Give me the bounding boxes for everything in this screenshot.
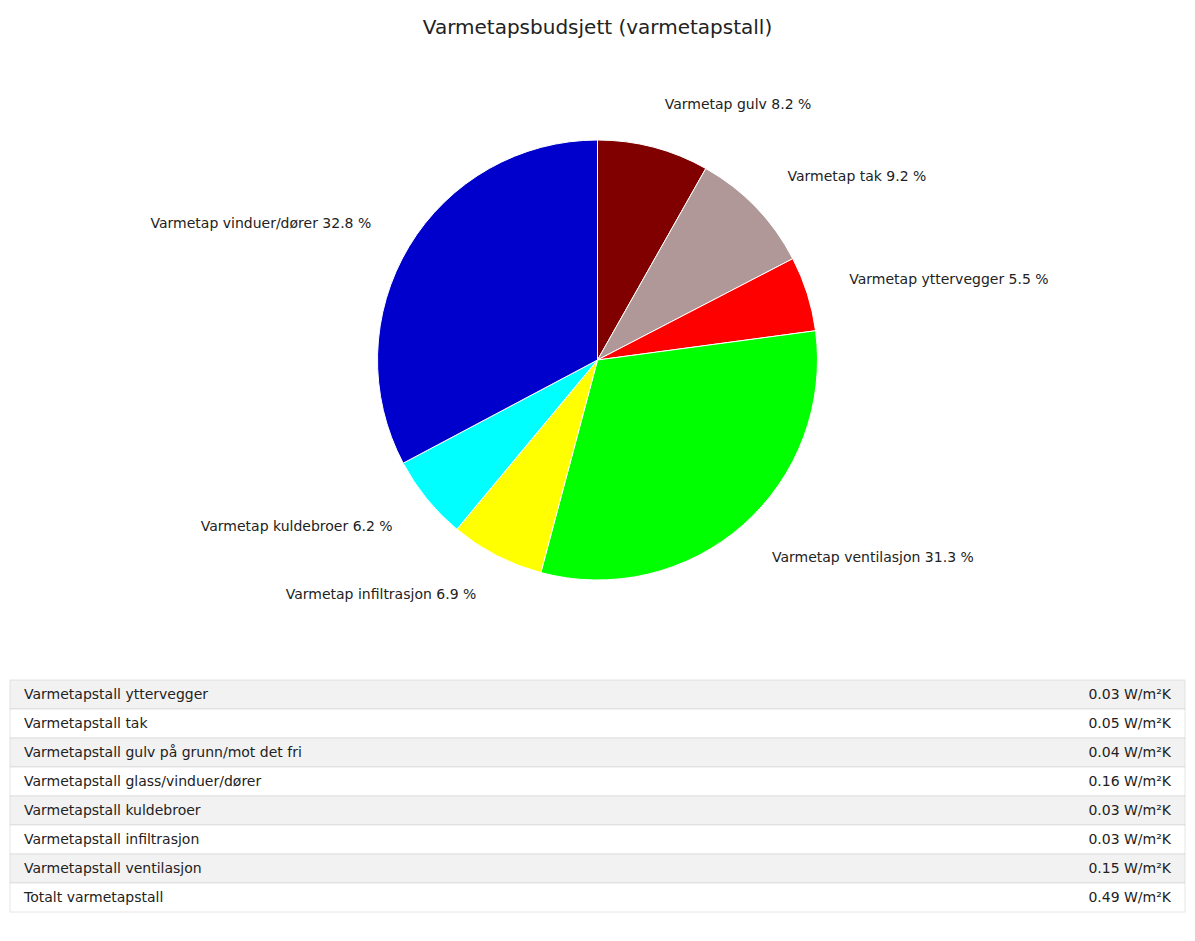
slice-label: Varmetap tak 9.2 % xyxy=(788,168,927,184)
table-row-bg xyxy=(10,680,1185,709)
table-value: 0.15 W/m²K xyxy=(1088,860,1171,876)
table-row-bg xyxy=(10,883,1185,912)
table-value: 0.04 W/m²K xyxy=(1088,744,1171,760)
table-value: 0.05 W/m²K xyxy=(1088,715,1171,731)
table-value: 0.03 W/m²K xyxy=(1088,831,1171,847)
table-label: Varmetapstall infiltrasjon xyxy=(24,831,199,847)
table-row: Varmetapstall infiltrasjon 0.03 W/m²K xyxy=(10,825,1185,854)
slice-label: Varmetap vinduer/dører 32.8 % xyxy=(150,215,371,231)
slice-label: Varmetap infiltrasjon 6.9 % xyxy=(286,586,477,602)
table-label: Varmetapstall kuldebroer xyxy=(24,802,201,818)
table-row-bg xyxy=(10,796,1185,825)
slice xyxy=(377,140,597,463)
chart: Varmetapsbudsjett (varmetapstall) Varmeta… xyxy=(0,0,1195,941)
table-value: 0.03 W/m²K xyxy=(1088,802,1171,818)
slice-label: Varmetap gulv 8.2 % xyxy=(665,96,812,112)
table-row: Varmetapstall gulv på grunn/mot det fri 0… xyxy=(10,738,1185,767)
table-value: 0.03 W/m²K xyxy=(1088,686,1171,702)
pie xyxy=(377,140,817,580)
table-label: Totalt varmetapstall xyxy=(23,889,163,905)
table-row: Varmetapstall ventilasjon 0.15 W/m²K xyxy=(10,854,1185,883)
slice-labels: Varmetap gulv 8.2 % Varmetap tak 9.2 % Var… xyxy=(150,96,1048,602)
table-label: Varmetapstall yttervegger xyxy=(24,686,208,702)
table: Varmetapstall yttervegger0.03 W/m²KVarme… xyxy=(10,680,1185,912)
table-row: Varmetapstall kuldebroer 0.03 W/m²K xyxy=(10,796,1185,825)
table-label: Varmetapstall glass/vinduer/dører xyxy=(24,773,261,789)
table-row-bg xyxy=(10,738,1185,767)
table-value: 0.16 W/m²K xyxy=(1088,773,1171,789)
table-value: 0.49 W/m²K xyxy=(1088,889,1171,905)
table-label: Varmetapstall ventilasjon xyxy=(24,860,202,876)
table-row-bg xyxy=(10,767,1185,796)
table-row-bg xyxy=(10,854,1185,883)
slice-label: Varmetap kuldebroer 6.2 % xyxy=(201,518,393,534)
table-row: Totalt varmetapstall 0.49 W/m²K xyxy=(10,883,1185,912)
slice-label: Varmetap yttervegger 5.5 % xyxy=(849,271,1048,287)
table-label: Varmetapstall gulv på grunn/mot det fri xyxy=(24,744,302,760)
table-row: Varmetapstall tak 0.05 W/m²K xyxy=(10,709,1185,738)
slice-label: Varmetap ventilasjon 31.3 % xyxy=(772,549,974,565)
table-row: Varmetapstall glass/vinduer/dører 0.16 W/… xyxy=(10,767,1185,796)
table-row-bg xyxy=(10,825,1185,854)
table-row: Varmetapstall yttervegger 0.03 W/m²K xyxy=(10,680,1185,709)
table-label: Varmetapstall tak xyxy=(24,715,148,731)
title: Varmetapsbudsjett (varmetapstall) xyxy=(423,15,772,39)
table-row-bg xyxy=(10,709,1185,738)
